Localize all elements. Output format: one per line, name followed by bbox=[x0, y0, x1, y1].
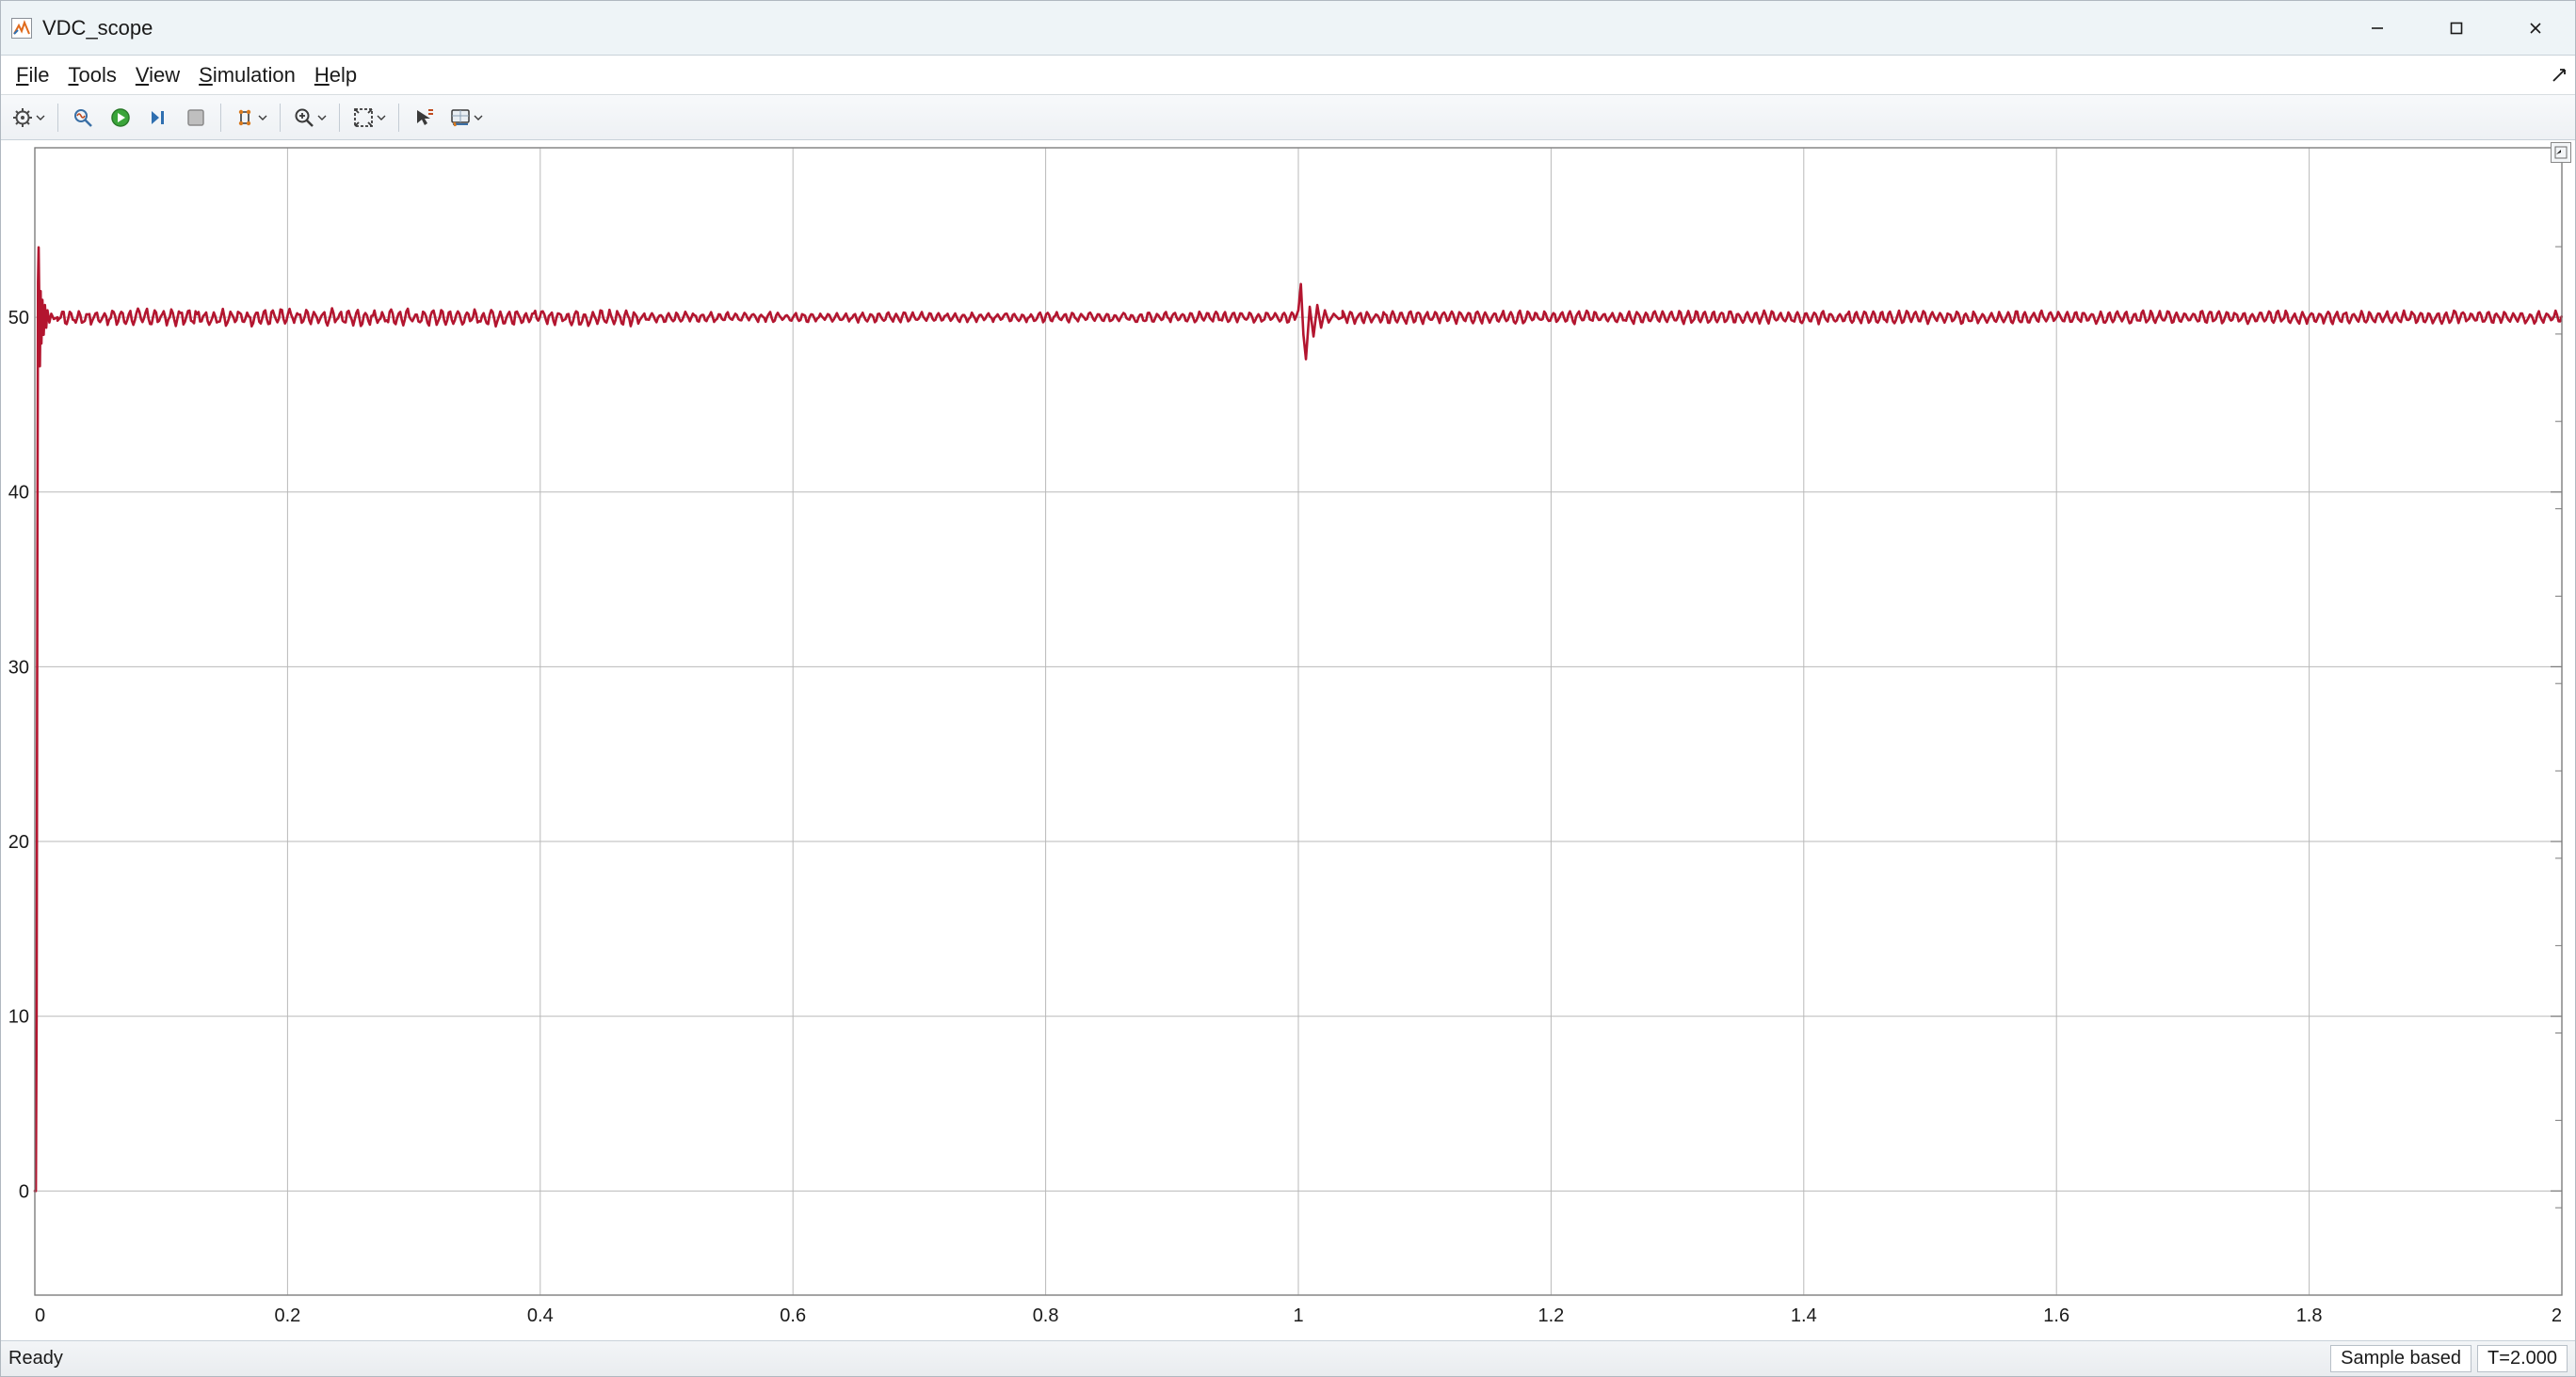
scope-window: VDC_scope FileToolsViewSimulationHelp 0 0… bbox=[0, 0, 2576, 1377]
status-text: Ready bbox=[8, 1348, 63, 1369]
toolbar-separator bbox=[339, 104, 340, 132]
triggers-button[interactable] bbox=[229, 101, 272, 135]
stop-icon bbox=[185, 106, 207, 129]
app-icon bbox=[10, 17, 33, 40]
stop-button[interactable] bbox=[179, 101, 213, 135]
y-tick-label: 20 bbox=[8, 832, 29, 853]
zoom-icon bbox=[293, 106, 315, 129]
x-tick-label: 0.2 bbox=[274, 1305, 300, 1326]
menu-simulation[interactable]: Simulation bbox=[189, 59, 305, 91]
status-right: Sample based T=2.000 bbox=[2330, 1345, 2568, 1372]
cursor-measure-icon bbox=[412, 106, 435, 129]
dock-toggle-icon[interactable] bbox=[2549, 65, 2569, 86]
plot-area: 00.20.40.60.811.21.41.61.8201020304050 bbox=[1, 140, 2575, 1340]
x-tick-label: 1.8 bbox=[2296, 1305, 2323, 1326]
scope-chart[interactable]: 00.20.40.60.811.21.41.61.8201020304050 bbox=[1, 140, 2575, 1340]
x-tick-label: 0.6 bbox=[780, 1305, 806, 1326]
statusbar: Ready Sample based T=2.000 bbox=[1, 1340, 2575, 1376]
run-button[interactable] bbox=[104, 101, 137, 135]
scale-axes-button[interactable] bbox=[347, 101, 391, 135]
menu-tools[interactable]: Tools bbox=[58, 59, 125, 91]
step-forward-button[interactable] bbox=[141, 101, 175, 135]
menu-file[interactable]: File bbox=[7, 59, 58, 91]
maximize-button[interactable] bbox=[2417, 1, 2496, 55]
x-tick-label: 1 bbox=[1293, 1305, 1303, 1326]
toolbar-separator bbox=[398, 104, 399, 132]
status-mode: Sample based bbox=[2330, 1345, 2471, 1372]
run-icon bbox=[109, 106, 132, 129]
y-tick-label: 10 bbox=[8, 1007, 29, 1028]
find-signal-button[interactable] bbox=[66, 101, 100, 135]
measurements-button[interactable] bbox=[444, 101, 488, 135]
triggers-icon bbox=[233, 106, 256, 129]
scale-axes-icon bbox=[352, 106, 375, 129]
configure-icon bbox=[11, 106, 34, 129]
window-title: VDC_scope bbox=[42, 16, 153, 40]
y-tick-label: 50 bbox=[8, 308, 29, 328]
y-tick-label: 0 bbox=[19, 1181, 29, 1202]
configure-button[interactable] bbox=[7, 101, 50, 135]
toolbar-separator bbox=[57, 104, 58, 132]
x-tick-label: 2 bbox=[2552, 1305, 2562, 1326]
cursor-measure-button[interactable] bbox=[407, 101, 441, 135]
menubar: FileToolsViewSimulationHelp bbox=[1, 56, 2575, 95]
titlebar: VDC_scope bbox=[1, 1, 2575, 56]
status-time: T=2.000 bbox=[2477, 1345, 2568, 1372]
menu-view[interactable]: View bbox=[126, 59, 189, 91]
measurements-icon bbox=[449, 106, 472, 129]
toolbar bbox=[1, 95, 2575, 140]
minimize-button[interactable] bbox=[2338, 1, 2417, 55]
toolbar-separator bbox=[220, 104, 221, 132]
x-tick-label: 1.4 bbox=[1791, 1305, 1817, 1326]
x-tick-label: 1.6 bbox=[2043, 1305, 2069, 1326]
menu-help[interactable]: Help bbox=[305, 59, 366, 91]
x-tick-label: 0 bbox=[35, 1305, 45, 1326]
toolbar-separator bbox=[280, 104, 281, 132]
find-signal-icon bbox=[72, 106, 94, 129]
window-buttons bbox=[2338, 1, 2575, 55]
x-tick-label: 1.2 bbox=[1538, 1305, 1564, 1326]
step-forward-icon bbox=[147, 106, 169, 129]
close-button[interactable] bbox=[2496, 1, 2575, 55]
zoom-button[interactable] bbox=[288, 101, 331, 135]
titlebar-left: VDC_scope bbox=[1, 16, 153, 40]
y-tick-label: 40 bbox=[8, 483, 29, 504]
maximize-axes-icon[interactable] bbox=[2551, 142, 2571, 163]
x-tick-label: 0.4 bbox=[527, 1305, 554, 1326]
y-tick-label: 30 bbox=[8, 657, 29, 678]
x-tick-label: 0.8 bbox=[1033, 1305, 1059, 1326]
